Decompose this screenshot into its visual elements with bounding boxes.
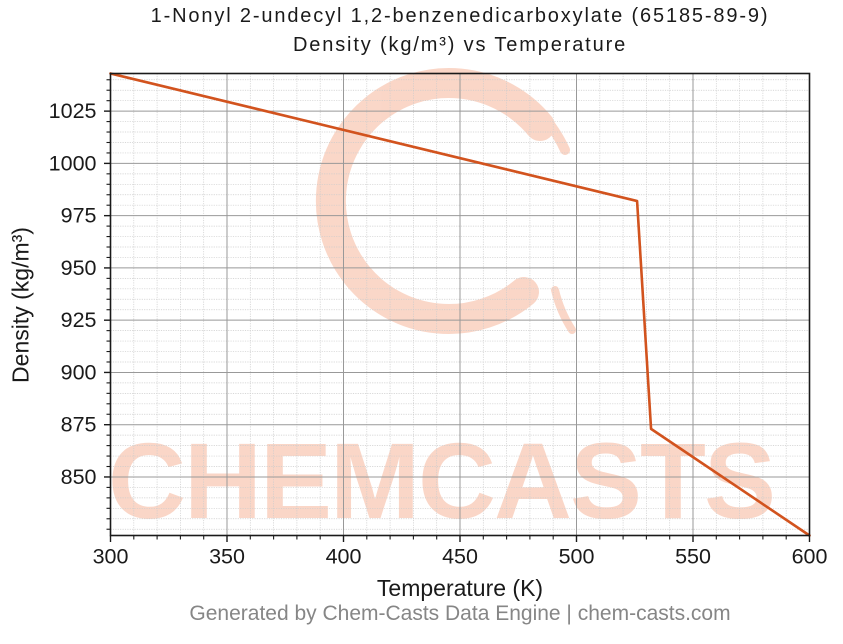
svg-text:500: 500: [559, 545, 595, 569]
svg-text:950: 950: [61, 256, 97, 280]
svg-text:1000: 1000: [49, 151, 97, 175]
svg-text:450: 450: [442, 545, 478, 569]
svg-text:925: 925: [61, 308, 97, 332]
svg-text:300: 300: [93, 545, 129, 569]
svg-text:350: 350: [209, 545, 245, 569]
svg-text:CHEMCASTS: CHEMCASTS: [108, 420, 774, 541]
svg-text:550: 550: [675, 545, 711, 569]
svg-text:900: 900: [61, 360, 97, 384]
svg-text:975: 975: [61, 204, 97, 228]
svg-text:875: 875: [61, 413, 97, 437]
svg-text:1025: 1025: [49, 99, 97, 123]
svg-text:400: 400: [326, 545, 362, 569]
svg-text:600: 600: [792, 545, 828, 569]
svg-text:850: 850: [61, 465, 97, 489]
